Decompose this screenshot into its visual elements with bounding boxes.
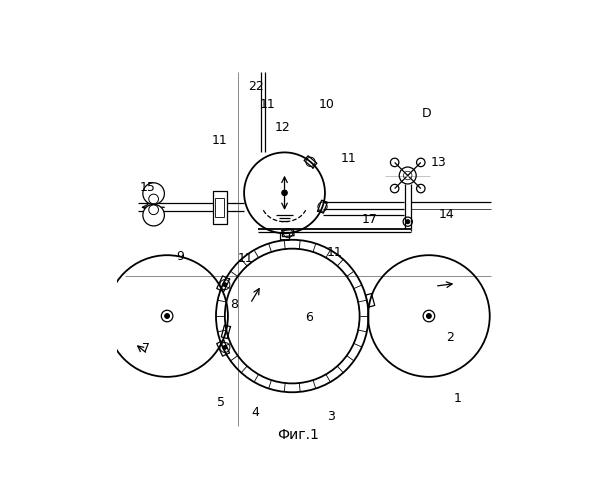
Circle shape bbox=[143, 204, 164, 226]
Circle shape bbox=[161, 310, 173, 322]
Circle shape bbox=[165, 314, 169, 318]
Text: 6: 6 bbox=[306, 312, 313, 324]
Text: 11: 11 bbox=[259, 98, 275, 111]
Text: 11: 11 bbox=[211, 134, 227, 147]
Circle shape bbox=[282, 190, 288, 196]
Text: Фиг.1: Фиг.1 bbox=[277, 428, 319, 442]
Text: 10: 10 bbox=[319, 98, 335, 111]
Text: 12: 12 bbox=[275, 121, 291, 134]
Text: 2: 2 bbox=[446, 330, 454, 344]
Text: 11: 11 bbox=[211, 210, 227, 222]
Text: 1: 1 bbox=[454, 392, 461, 406]
Circle shape bbox=[423, 310, 435, 322]
Text: 13: 13 bbox=[431, 156, 446, 168]
Text: 5: 5 bbox=[217, 396, 225, 409]
Circle shape bbox=[223, 282, 227, 286]
Circle shape bbox=[223, 346, 227, 350]
Circle shape bbox=[143, 183, 164, 204]
Text: 3: 3 bbox=[327, 410, 335, 422]
Text: 9: 9 bbox=[176, 250, 184, 263]
Text: 14: 14 bbox=[439, 208, 454, 220]
Bar bbox=[213, 191, 227, 224]
Text: 11: 11 bbox=[340, 152, 356, 164]
Text: 4: 4 bbox=[252, 406, 260, 419]
Text: 11: 11 bbox=[238, 252, 254, 265]
Text: 17: 17 bbox=[361, 214, 377, 226]
Text: 15: 15 bbox=[140, 180, 156, 194]
Circle shape bbox=[426, 314, 431, 318]
Text: 8: 8 bbox=[231, 298, 239, 311]
Text: 7: 7 bbox=[142, 342, 150, 355]
Circle shape bbox=[406, 220, 410, 224]
Text: 11: 11 bbox=[327, 246, 342, 259]
Text: D: D bbox=[422, 108, 432, 120]
Bar bbox=[215, 198, 225, 216]
Text: 22: 22 bbox=[248, 80, 263, 94]
